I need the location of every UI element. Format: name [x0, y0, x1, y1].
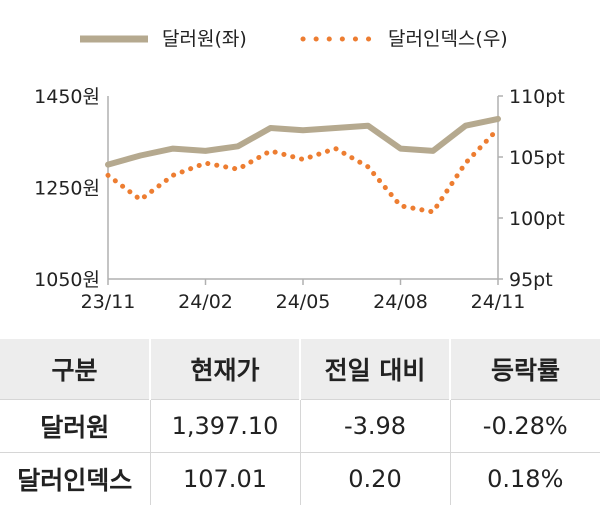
left-tick-label: 1250원 [34, 178, 100, 200]
day-change: -3.98 [300, 400, 450, 453]
exchange-rate-chart: 달러원(좌) 달러인덱스(우) 1450원 1250원 1050원 110pt 105… [0, 0, 600, 340]
x-tick-label: 24/05 [276, 291, 331, 313]
header-category: 구분 [0, 339, 150, 400]
x-tick-label: 23/11 [81, 291, 136, 313]
series-line-dollar-index [108, 129, 498, 212]
change-rate: 0.18% [450, 453, 600, 505]
table-header-row: 구분 현재가 전일 대비 등락률 [0, 339, 600, 400]
right-tick-label: 110pt [509, 86, 565, 108]
current-price: 1,397.10 [150, 400, 300, 453]
left-tick-label: 1050원 [34, 269, 100, 291]
change-rate: -0.28% [450, 400, 600, 453]
right-axis-ticks: 110pt 105pt 100pt 95pt [498, 86, 565, 291]
legend-label-usdkrw: 달러원(좌) [162, 28, 247, 50]
table-row: 달러원 1,397.10 -3.98 -0.28% [0, 400, 600, 453]
left-tick-label: 1450원 [34, 86, 100, 108]
fx-summary-table: 구분 현재가 전일 대비 등락률 달러원 1,397.10 -3.98 -0.2… [0, 339, 600, 505]
right-tick-label: 95pt [509, 269, 553, 291]
legend-label-dollar-index: 달러인덱스(우) [388, 28, 508, 50]
header-day-change: 전일 대비 [300, 339, 450, 400]
current-price: 107.01 [150, 453, 300, 505]
x-tick-label: 24/08 [373, 291, 428, 313]
x-axis-ticks: 23/11 24/02 24/05 24/08 24/11 [81, 279, 526, 313]
header-change-rate: 등락률 [450, 339, 600, 400]
left-axis-ticks: 1450원 1250원 1050원 [34, 86, 100, 291]
day-change: 0.20 [300, 453, 450, 505]
row-label: 달러원 [0, 400, 150, 453]
x-tick-label: 24/11 [471, 291, 526, 313]
right-tick-label: 100pt [509, 208, 565, 230]
series-layer [108, 119, 498, 212]
chart-legend: 달러원(좌) 달러인덱스(우) [80, 28, 508, 50]
table-row: 달러인덱스 107.01 0.20 0.18% [0, 453, 600, 505]
header-current-price: 현재가 [150, 339, 300, 400]
row-label: 달러인덱스 [0, 453, 150, 505]
x-tick-label: 24/02 [178, 291, 233, 313]
right-tick-label: 105pt [509, 147, 565, 169]
